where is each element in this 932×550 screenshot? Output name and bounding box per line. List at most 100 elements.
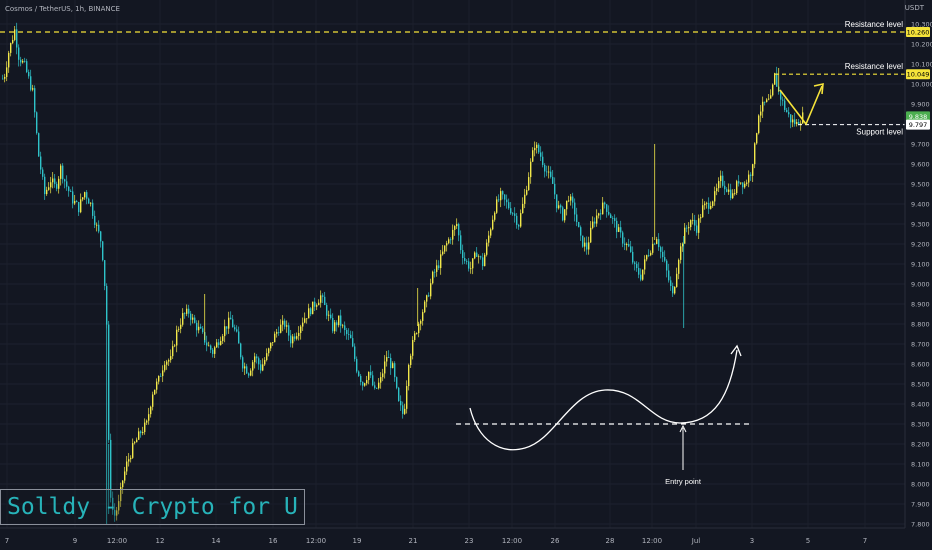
candle-body — [790, 114, 792, 123]
candle-body — [372, 375, 374, 386]
y-tick-label: 10.100 — [911, 61, 932, 69]
candle-body — [716, 188, 718, 192]
candle-body — [458, 223, 460, 236]
y-tick-label: 9.400 — [911, 201, 930, 209]
candle-body — [696, 225, 698, 233]
candle-body — [776, 73, 778, 87]
candle-body — [722, 175, 724, 186]
candle-body — [422, 312, 424, 321]
candle-body — [266, 353, 268, 361]
candle-body — [706, 202, 708, 204]
candle-body — [674, 286, 676, 294]
candle-body — [404, 408, 406, 414]
candle-body — [116, 510, 118, 516]
candle-body — [36, 112, 38, 134]
candle-body — [526, 190, 528, 195]
candle-body — [534, 147, 536, 151]
candle-body — [50, 182, 52, 188]
candle-body — [18, 47, 20, 60]
resistance-label-2: Resistance level — [845, 62, 903, 71]
x-tick-label: Jul — [691, 537, 701, 545]
watermark-logo: Solldy - Crypto for U — [0, 489, 305, 525]
candle-body — [342, 325, 344, 327]
candle-body — [228, 317, 230, 329]
candle-body — [230, 317, 232, 320]
candle-body — [658, 239, 660, 248]
candle-body — [692, 219, 694, 221]
y-tick-label: 9.500 — [911, 181, 930, 189]
x-tick-label: 3 — [750, 537, 754, 545]
candle-body — [364, 383, 366, 386]
candle-body — [170, 356, 172, 361]
candle-body — [68, 186, 70, 192]
x-tick-label: 12:00 — [107, 537, 127, 545]
candle-body — [510, 208, 512, 214]
candle-body — [392, 363, 394, 369]
candle-body — [188, 308, 190, 314]
candle-body — [44, 176, 46, 195]
candle-body — [626, 244, 628, 246]
y-tick-label: 9.300 — [911, 221, 930, 229]
candle-body — [686, 227, 688, 229]
candle-body — [570, 196, 572, 201]
candle-body — [432, 271, 434, 284]
candle-body — [378, 382, 380, 389]
candle-body — [74, 201, 76, 204]
candle-body — [214, 347, 216, 354]
candle-body — [734, 193, 736, 194]
candle-body — [282, 320, 284, 325]
candle-body — [574, 202, 576, 215]
candle-body — [724, 185, 726, 190]
candle-body — [294, 336, 296, 339]
candle-body — [140, 431, 142, 434]
x-tick-label: 14 — [212, 537, 221, 545]
candle-body — [28, 72, 30, 77]
candle-body — [678, 259, 680, 274]
candle-body — [30, 76, 32, 90]
candle-body — [76, 201, 78, 203]
candle-body — [624, 243, 626, 246]
candle-body — [242, 357, 244, 369]
candle-body — [798, 122, 800, 126]
x-tick-label: 19 — [353, 537, 362, 545]
candle-body — [604, 202, 606, 205]
candle-body — [86, 192, 88, 199]
candle-body — [254, 356, 256, 363]
x-tick-label: 23 — [465, 537, 474, 545]
candle-body — [84, 192, 86, 198]
price-tag-support: 9.797 — [909, 121, 928, 129]
candle-body — [122, 480, 124, 488]
candle-body — [200, 326, 202, 329]
candle-body — [616, 220, 618, 232]
candle-body — [360, 375, 362, 382]
pattern-arrowhead — [730, 344, 742, 357]
candle-body — [486, 242, 488, 255]
candle-body — [694, 219, 696, 226]
candle-body — [380, 377, 382, 383]
candle-body — [784, 100, 786, 110]
candle-body — [396, 377, 398, 388]
candle-body — [608, 211, 610, 215]
candle-body — [20, 59, 22, 63]
candle-body — [132, 443, 134, 458]
candle-body — [258, 358, 260, 365]
candle-body — [354, 346, 356, 359]
candle-body — [162, 370, 164, 377]
candle-body — [746, 182, 748, 184]
candle-body — [108, 324, 110, 440]
candle-body — [322, 295, 324, 297]
candle-body — [102, 241, 104, 261]
candle-body — [286, 325, 288, 327]
candle-body — [180, 324, 182, 329]
x-tick-label: 12:00 — [642, 537, 662, 545]
candle-body — [348, 334, 350, 335]
candle-body — [158, 375, 160, 382]
candle-body — [358, 371, 360, 376]
candle-body — [512, 213, 514, 215]
candle-body — [592, 221, 594, 228]
candle-body — [264, 360, 266, 365]
candle-body — [528, 177, 530, 191]
candle-body — [124, 471, 126, 481]
support-label: Support level — [856, 128, 903, 137]
